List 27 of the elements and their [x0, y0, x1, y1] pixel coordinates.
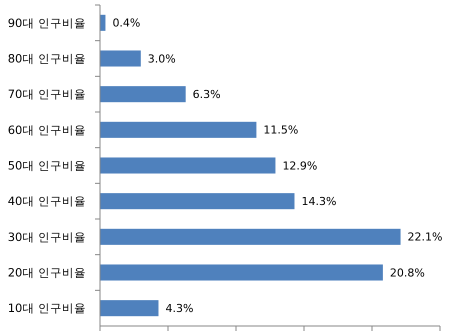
- y-tick-label: 20대 인구비율: [8, 266, 86, 280]
- y-tick-label: 50대 인구비율: [8, 158, 86, 173]
- data-label: 12.9%: [282, 159, 318, 172]
- bar: [100, 122, 256, 138]
- data-label: 6.3%: [192, 88, 221, 102]
- bar: [100, 14, 106, 31]
- data-label: 0.4%: [112, 16, 140, 30]
- y-tick-label: 80대 인구비율: [8, 52, 86, 66]
- bar: [100, 157, 276, 174]
- y-tick-label: 90대 인구비율: [8, 16, 86, 30]
- bar: [100, 300, 158, 316]
- data-label: 3.0%: [148, 52, 176, 66]
- bar: [100, 264, 383, 281]
- data-label: 20.8%: [390, 266, 425, 280]
- y-tick-label: 40대 인구비율: [8, 194, 86, 208]
- bar: [100, 228, 401, 245]
- y-tick-label: 30대 인구비율: [8, 230, 86, 244]
- data-label: 14.3%: [301, 195, 336, 208]
- bar: [100, 50, 141, 67]
- bar: [100, 86, 186, 102]
- data-label: 4.3%: [165, 302, 194, 316]
- data-label: 22.1%: [408, 230, 443, 244]
- y-tick-label: 70대 인구비율: [8, 87, 86, 102]
- y-tick-label: 10대 인구비율: [8, 301, 86, 316]
- y-tick-label: 60대 인구비율: [8, 122, 86, 137]
- bar: [100, 193, 294, 210]
- data-label: 11.5%: [263, 124, 298, 137]
